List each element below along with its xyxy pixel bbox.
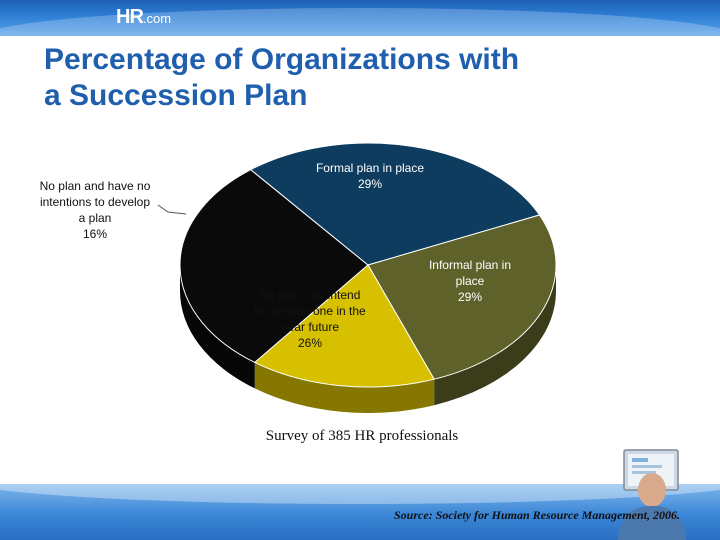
source-note: Source: Society for Human Resource Manag… bbox=[393, 508, 680, 522]
pie-slices bbox=[179, 142, 557, 388]
slice-value-intend-to-develop: 26% bbox=[298, 336, 322, 350]
slice-label-line: No plan and have no bbox=[40, 179, 151, 193]
slice-label-informal-plan: Informal plan in place 29% bbox=[429, 258, 511, 304]
slice-label-formal-plan: Formal plan in place 29% bbox=[316, 161, 424, 191]
slice-label-line: intentions to develop bbox=[40, 195, 150, 209]
slice-value-no-intentions: 16% bbox=[83, 227, 107, 241]
slice-label-line: to develop one in the bbox=[254, 304, 366, 318]
footer-bar bbox=[0, 484, 720, 540]
slice-label-line: Informal plan in bbox=[429, 258, 511, 272]
leader-line-no-intentions bbox=[157, 204, 187, 215]
title-line-1: Percentage of Organizations with bbox=[44, 43, 520, 76]
slice-label-line: near future bbox=[281, 320, 339, 334]
pie-slice-formal-plan bbox=[179, 169, 369, 364]
title-line-2: a Succession Plan bbox=[44, 79, 308, 112]
slice-label-line: No plan, but intend bbox=[260, 288, 361, 302]
slice-value-informal-plan: 29% bbox=[458, 290, 482, 304]
pie-slice-intend-to-develop bbox=[367, 214, 557, 380]
slice-label-intend-to-develop: No plan, but intend to develop one in the… bbox=[254, 288, 366, 350]
pie-side-formal-plan bbox=[180, 265, 255, 389]
slice-label-line: a plan bbox=[79, 211, 112, 225]
pie-labels: Formal plan in place 29% Informal plan in p… bbox=[40, 161, 511, 350]
slice-label-no-intentions: No plan and have no intentions to develop… bbox=[40, 179, 151, 241]
chart-caption: Survey of 385 HR professionals bbox=[265, 428, 459, 444]
person-at-computer-icon bbox=[618, 449, 686, 540]
hr-logo[interactable]: HR.com bbox=[116, 6, 171, 29]
slice-label-line: place bbox=[456, 274, 485, 288]
footer-swoosh bbox=[0, 484, 720, 504]
pie-slice-no-intentions bbox=[253, 264, 435, 388]
header-bar bbox=[0, 0, 720, 36]
logo-text: HR bbox=[116, 6, 144, 28]
page-title: Percentage of Organizations with a Succe… bbox=[44, 42, 604, 114]
slice-label-line: Formal plan in place bbox=[316, 161, 424, 175]
slice-value-formal-plan: 29% bbox=[358, 177, 382, 191]
pie-side-no-intentions bbox=[254, 362, 435, 413]
pie-slice-informal-plan bbox=[249, 142, 541, 266]
logo-suffix: .com bbox=[142, 11, 172, 26]
